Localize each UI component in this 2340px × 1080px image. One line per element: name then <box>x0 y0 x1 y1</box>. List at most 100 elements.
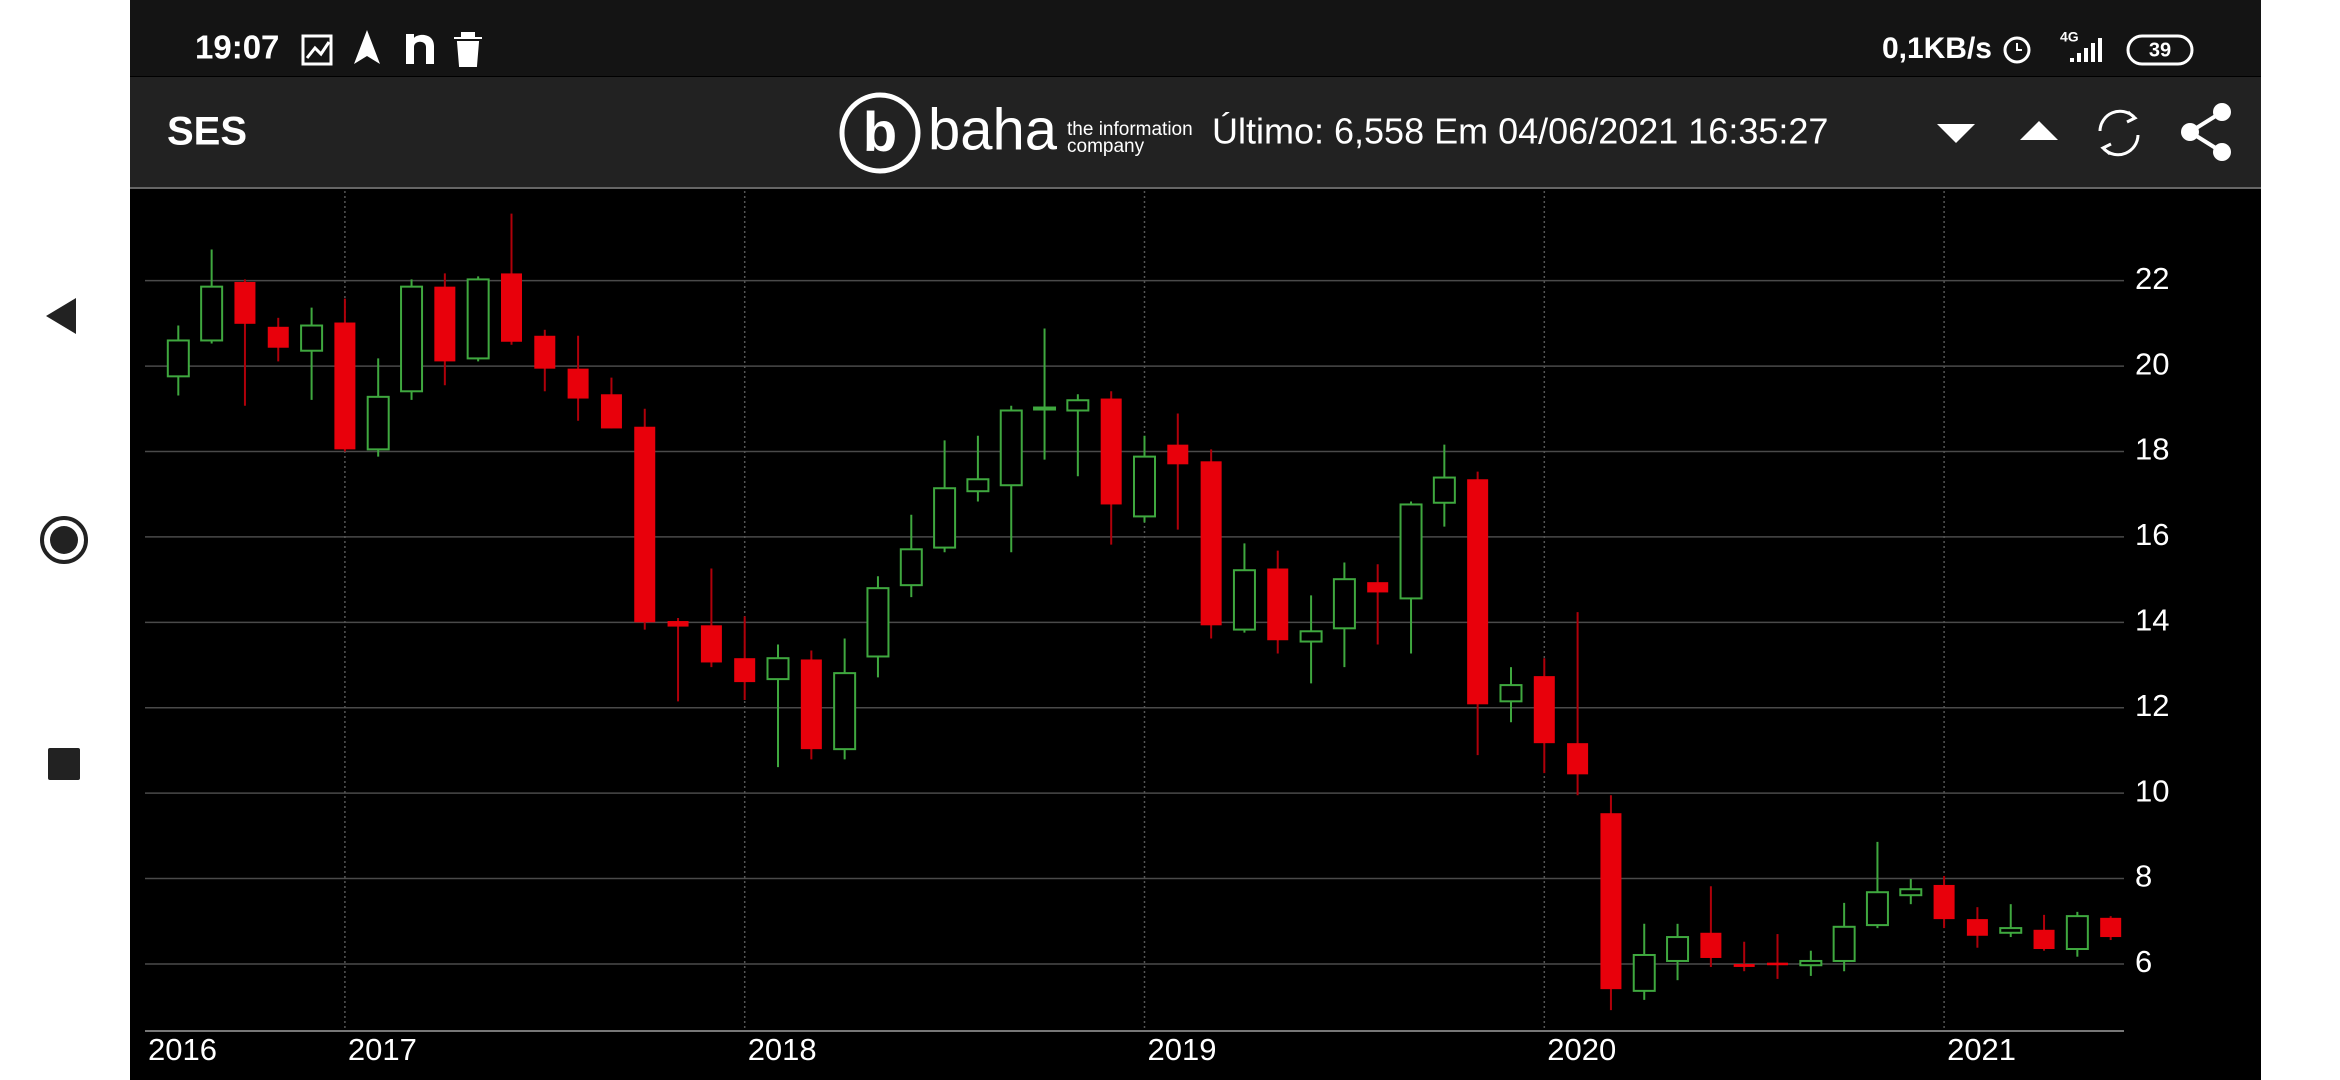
share-icon-node <box>2213 103 2231 121</box>
candle-body <box>1066 399 1090 412</box>
brand-tagline: the information <box>1067 119 1193 140</box>
candle-body <box>1267 568 1289 641</box>
candle-body <box>899 548 923 587</box>
back-button[interactable] <box>46 298 76 334</box>
app-header <box>130 77 2261 187</box>
candle-body <box>700 625 722 663</box>
candle-body <box>166 339 190 378</box>
candle-body <box>267 326 289 348</box>
brand-tagline: company <box>1067 136 1145 157</box>
home-button[interactable] <box>40 516 88 564</box>
y-tick-label: 16 <box>2135 517 2169 552</box>
scroll-up-button[interactable] <box>2020 121 2058 140</box>
candle-body <box>366 395 390 451</box>
candle-body <box>1299 630 1323 643</box>
share-button[interactable] <box>2181 103 2231 161</box>
status-icon-chart <box>301 34 333 66</box>
candle-body <box>334 322 356 450</box>
status-icon-trash <box>454 32 482 67</box>
scroll-down-button[interactable] <box>1937 124 1975 143</box>
candle-body <box>2100 917 2122 938</box>
candle-body <box>634 426 656 623</box>
status-icon-nav <box>354 30 380 64</box>
candle-body <box>933 487 957 549</box>
status-icon-alarm-hands <box>2016 43 2022 51</box>
brand-logo <box>839 92 921 174</box>
candle-body <box>1865 891 1889 927</box>
last-quote: Último: 6,558 Em 04/06/2021 16:35:27 <box>1212 111 1828 152</box>
candle-body <box>434 286 456 362</box>
x-tick-label: 2019 <box>1147 1032 1216 1067</box>
candle-body <box>2065 915 2089 951</box>
candle-body <box>567 368 589 399</box>
x-tick-label: 2016 <box>148 1032 217 1067</box>
candle-body <box>999 409 1023 487</box>
status-battery <box>2126 34 2194 66</box>
candle-body <box>1200 461 1222 626</box>
brand-name: baha <box>928 97 1058 162</box>
candle-body <box>1999 927 2023 934</box>
candle-body <box>600 394 622 429</box>
x-tick-label: 2021 <box>1947 1032 2016 1067</box>
candle-body <box>534 335 556 369</box>
candle-body <box>800 659 822 750</box>
candle-body <box>1666 936 1690 962</box>
home-button-dot <box>50 526 78 554</box>
y-tick-label: 10 <box>2135 773 2169 808</box>
y-tick-label: 14 <box>2135 603 2169 638</box>
y-tick-label: 12 <box>2135 688 2169 723</box>
candle-body <box>1332 578 1356 630</box>
candle-body <box>1499 684 1523 703</box>
x-tick-label: 2018 <box>748 1032 817 1067</box>
candle-body <box>1766 962 1788 966</box>
x-tick-label: 2020 <box>1547 1032 1616 1067</box>
candle-body <box>1467 479 1489 705</box>
candle-body <box>833 672 857 751</box>
symbol: SES <box>167 110 247 154</box>
candle-body <box>300 324 324 352</box>
candle-body <box>1033 406 1057 411</box>
candle-body <box>1799 959 1823 967</box>
candle-body <box>1966 919 1988 936</box>
candle-body <box>1933 884 1955 920</box>
recents-button[interactable] <box>48 748 80 780</box>
candle-body <box>234 281 256 324</box>
candle-body <box>1632 953 1656 992</box>
candle-body <box>200 285 224 342</box>
status-icon-signal <box>2070 38 2102 62</box>
candle-body <box>734 658 756 683</box>
y-tick-label: 20 <box>2135 346 2169 381</box>
refresh-button[interactable] <box>2098 109 2140 157</box>
brand-logo-letter: b <box>863 100 897 163</box>
candle-body <box>1432 476 1456 504</box>
candle-body <box>1100 398 1122 505</box>
candle-body <box>1899 888 1923 897</box>
candle-body <box>1533 676 1555 744</box>
candle-body <box>400 285 424 393</box>
y-tick-label: 22 <box>2135 261 2169 296</box>
candle-body <box>966 478 990 493</box>
candle-body <box>1832 925 1856 962</box>
candle-body <box>1367 582 1389 593</box>
candle-body <box>466 278 490 360</box>
y-tick-label: 18 <box>2135 432 2169 467</box>
candle-body <box>500 273 522 342</box>
y-tick-label: 8 <box>2135 859 2152 894</box>
candle-body <box>1167 444 1189 465</box>
share-icon-node <box>2213 143 2231 161</box>
candle-body <box>2033 929 2055 950</box>
status-bar <box>130 0 2261 76</box>
status-network-type: 4G <box>2060 29 2079 45</box>
candle-body <box>766 657 790 681</box>
candle-body <box>1567 743 1589 775</box>
candle-body <box>1232 569 1256 631</box>
status-icon-n <box>406 34 434 64</box>
status-battery-level: 39 <box>2149 39 2171 61</box>
candle-body <box>1132 455 1156 518</box>
x-tick-label: 2017 <box>348 1032 417 1067</box>
candle-body <box>1733 963 1755 967</box>
candle-body <box>1399 503 1423 600</box>
candle-body <box>1600 813 1622 990</box>
